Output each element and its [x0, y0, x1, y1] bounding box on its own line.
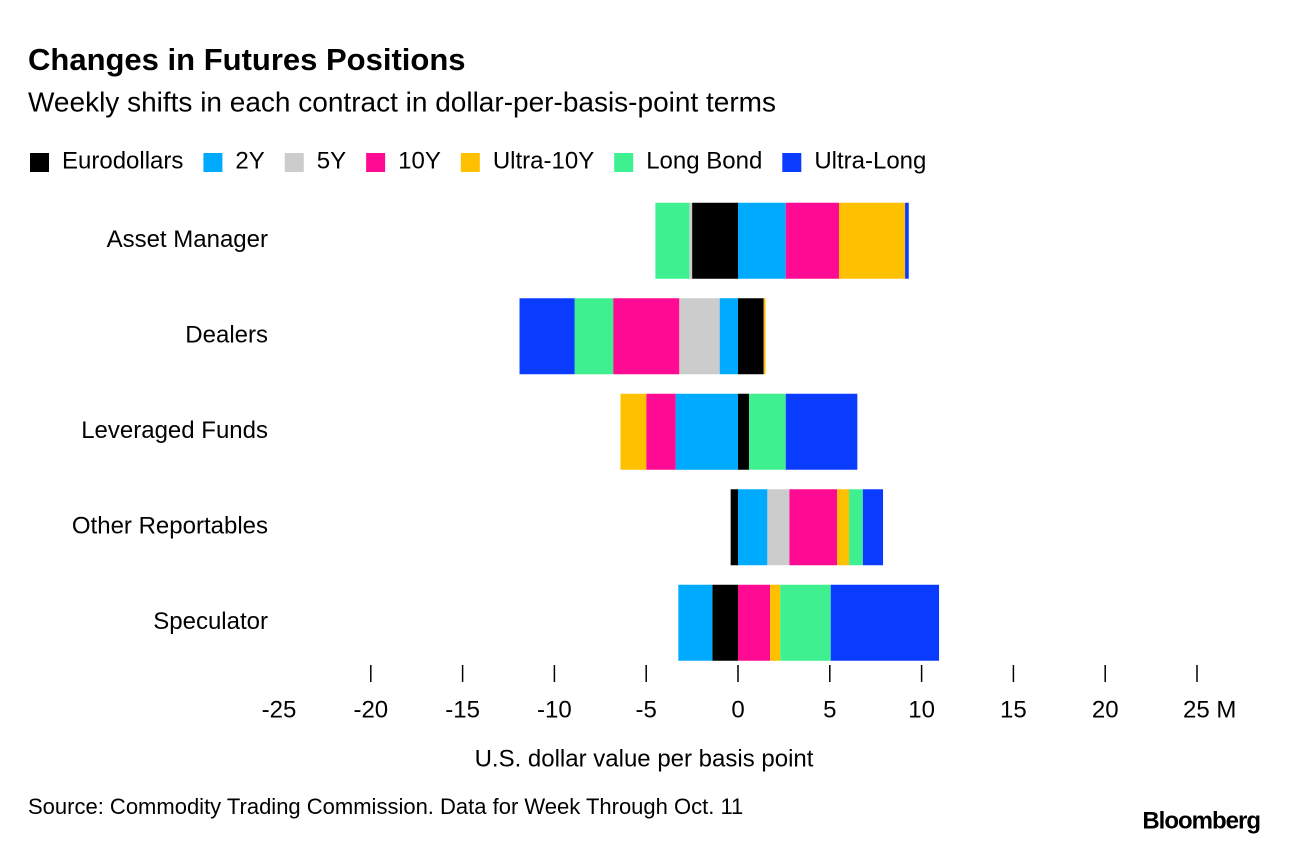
x-axis-label: U.S. dollar value per basis point: [475, 745, 814, 772]
x-tick-label: -20: [353, 696, 388, 723]
x-tick-label: 5: [823, 696, 836, 723]
chart-subtitle: Weekly shifts in each contract in dollar…: [28, 86, 776, 117]
x-tick-label: -5: [636, 696, 657, 723]
x-tick-label: 20: [1092, 696, 1119, 723]
legend-label: Ultra-Long: [814, 147, 926, 174]
x-tick-label: -25: [262, 696, 297, 723]
bar-segment: [770, 584, 781, 661]
legend-label: 5Y: [317, 147, 346, 174]
category-label: Leveraged Funds: [81, 417, 268, 444]
bar-segment: [712, 584, 738, 661]
legend-label: Long Bond: [646, 147, 762, 174]
bar-segment: [679, 298, 720, 375]
legend-swatch: [614, 153, 634, 172]
x-tick-label: 15: [1000, 696, 1027, 723]
bar-segment: [767, 489, 790, 566]
chart-title: Changes in Futures Positions: [28, 42, 466, 77]
bar-segment: [738, 584, 771, 661]
bar-segment: [785, 393, 858, 470]
bar-segment: [719, 298, 738, 375]
bar-segment: [646, 393, 676, 470]
bar-segment: [789, 489, 838, 566]
bar-segment: [763, 298, 766, 375]
bar-segment: [574, 298, 614, 375]
legend-label: 2Y: [235, 147, 264, 174]
legend-swatch: [366, 153, 386, 172]
bar-segment: [620, 393, 647, 470]
bar-segment: [830, 584, 940, 661]
bar-segment: [780, 584, 831, 661]
bar-segment: [849, 489, 863, 566]
category-label: Dealers: [185, 322, 268, 349]
category-label: Other Reportables: [72, 513, 268, 540]
bar-segment: [905, 202, 909, 279]
bar-segment: [689, 202, 693, 279]
legend-swatch: [284, 153, 304, 172]
bar-segment: [678, 584, 713, 661]
bar-segment: [675, 393, 738, 470]
source: Source: Commodity Trading Commission. Da…: [28, 794, 743, 819]
bar-segment: [738, 489, 768, 566]
legend-label: 10Y: [398, 147, 441, 174]
category-label: Speculator: [153, 608, 268, 635]
brand-logo: Bloomberg: [1142, 807, 1260, 834]
x-tick-label: -10: [537, 696, 572, 723]
category-label: Asset Manager: [107, 226, 268, 253]
bar-segment: [738, 393, 750, 470]
x-tick-label: 25 M: [1183, 696, 1236, 723]
bar-segment: [738, 298, 764, 375]
legend-swatch: [30, 153, 49, 172]
legend-label: Ultra-10Y: [493, 147, 594, 174]
bar-segment: [519, 298, 575, 375]
bar-segment: [692, 202, 738, 279]
legend-swatch: [460, 153, 480, 172]
legend-swatch: [782, 153, 802, 172]
bar-segment: [785, 202, 839, 279]
x-tick-label: -15: [445, 696, 480, 723]
legend-swatch: [203, 153, 223, 172]
bar-segment: [749, 393, 786, 470]
bar-segment: [730, 489, 738, 566]
bar-segment: [838, 202, 906, 279]
bar-segment: [862, 489, 884, 566]
legend-label: Eurodollars: [62, 147, 183, 174]
bar-segment: [655, 202, 690, 279]
x-tick-label: 0: [731, 696, 744, 723]
x-tick-label: 10: [908, 696, 935, 723]
bar-segment: [738, 202, 786, 279]
bar-segment: [613, 298, 680, 375]
bar-segment: [837, 489, 850, 566]
